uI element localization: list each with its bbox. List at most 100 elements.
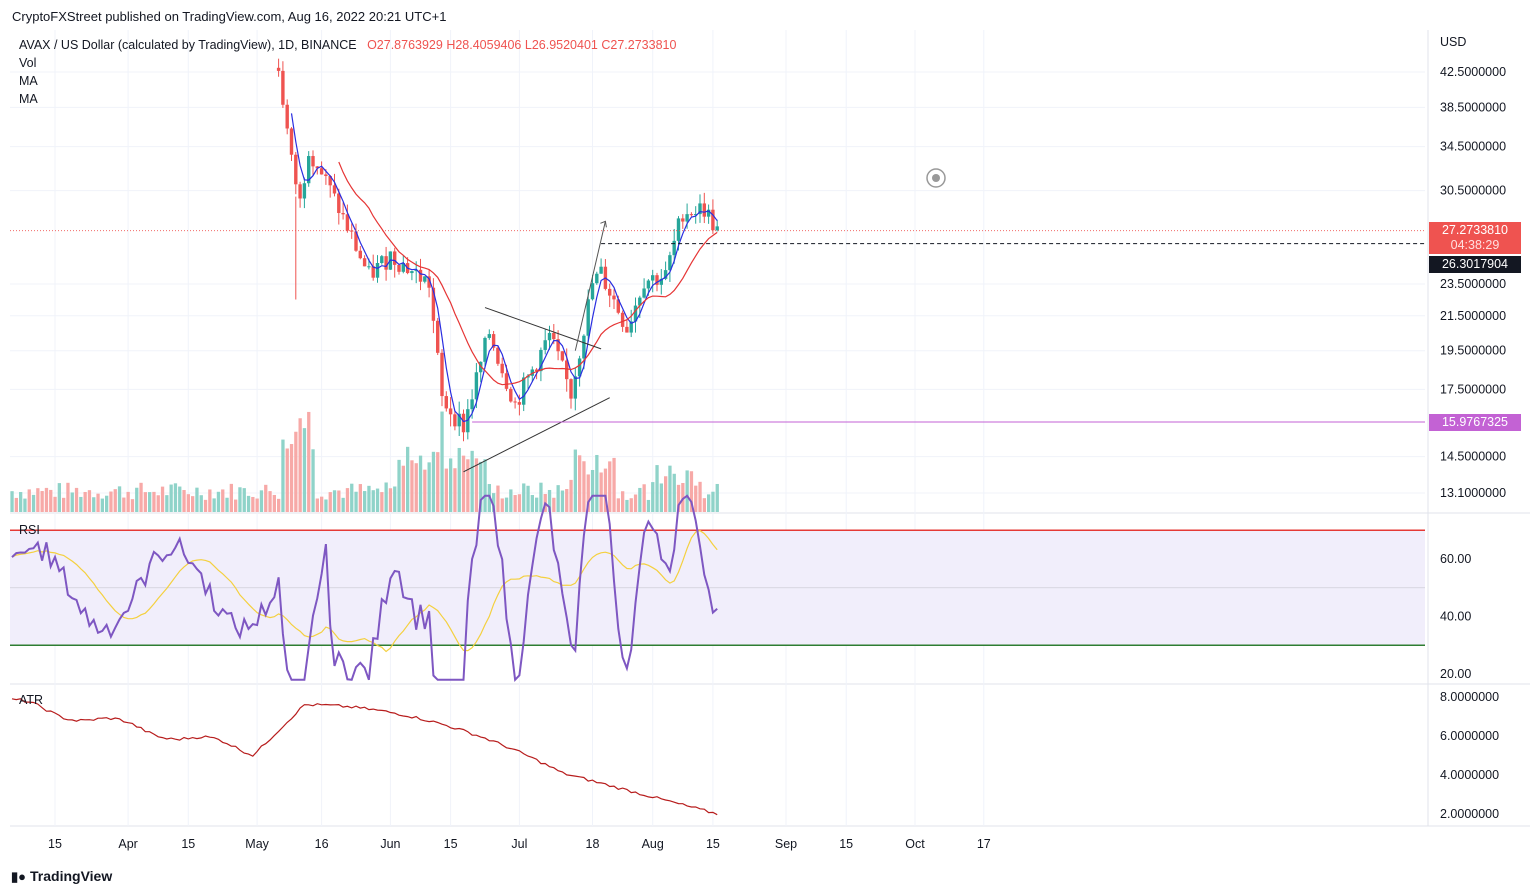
volume-bar — [715, 483, 719, 512]
volume-bar — [569, 479, 573, 512]
legend-ma-fast: MA — [19, 74, 38, 88]
volume-bar — [689, 471, 694, 512]
volume-bar — [350, 483, 354, 512]
volume-bar — [105, 495, 109, 512]
volume-bar — [208, 489, 212, 512]
volume-bar — [629, 498, 633, 512]
volume-bar — [642, 484, 646, 512]
candle-body — [539, 349, 543, 372]
volume-bar — [246, 495, 251, 512]
volume-bar — [225, 497, 229, 512]
volume-bar — [79, 496, 83, 512]
volume-bar — [595, 454, 599, 512]
candle-body — [638, 297, 642, 306]
volume-bar — [625, 499, 629, 512]
time-tick-label: 18 — [586, 837, 600, 851]
volume-bar — [388, 488, 393, 512]
volume-bar — [440, 411, 444, 512]
candle-body — [517, 402, 522, 405]
price-tick-label: 42.5000000 — [1440, 65, 1506, 79]
candle-body — [543, 340, 547, 350]
volume-bar — [578, 455, 582, 512]
volume-bar — [556, 485, 560, 512]
candle-body — [698, 203, 702, 215]
candle-body — [681, 218, 685, 222]
candle-body — [289, 128, 294, 155]
candle-body — [655, 275, 659, 285]
candle-body — [281, 70, 285, 105]
ma-slow-line — [338, 161, 718, 386]
volume-bar — [638, 487, 642, 512]
candle-body — [590, 283, 595, 300]
tradingview-logo[interactable]: ▮● TradingView — [11, 868, 112, 885]
volume-bar — [14, 497, 18, 512]
volume-bar — [242, 488, 246, 512]
volume-bar — [406, 446, 410, 512]
candle-body — [577, 358, 582, 377]
volume-bar — [109, 491, 113, 512]
candle-body — [358, 250, 362, 259]
volume-bar — [96, 493, 100, 512]
price-tick-label: 21.5000000 — [1440, 309, 1506, 323]
candle-body — [483, 337, 487, 362]
volume-bar — [255, 498, 259, 512]
volume-bar — [354, 491, 358, 512]
volume-bar — [590, 469, 595, 512]
time-tick-label: 16 — [315, 837, 329, 851]
volume-bar — [552, 497, 556, 512]
volume-bar — [599, 472, 603, 512]
volume-bar — [272, 494, 276, 512]
candle-body — [616, 299, 620, 313]
atr-tick-label: 4.0000000 — [1440, 768, 1499, 782]
volume-bar — [285, 448, 289, 512]
candle-body — [560, 351, 565, 361]
target-arrow-line — [574, 221, 606, 351]
time-tick-label: 15 — [48, 837, 62, 851]
volume-bar — [371, 490, 375, 512]
candle-body — [410, 271, 414, 274]
legend-vol: Vol — [19, 56, 37, 70]
volume-bar — [664, 476, 668, 512]
volume-bar — [418, 455, 423, 512]
volume-bar — [431, 451, 436, 512]
target-arrow-head — [600, 220, 607, 228]
volume-bar — [711, 491, 715, 512]
volume-bar — [152, 491, 156, 512]
volume-bar — [466, 459, 470, 512]
volume-bar — [53, 496, 57, 512]
candle-body — [504, 373, 509, 389]
price-tick-label: 17.5000000 — [1440, 382, 1506, 396]
volume-bar — [453, 468, 457, 512]
volume-bar — [143, 492, 147, 512]
candle-body — [530, 369, 534, 376]
volume-bar — [70, 492, 74, 512]
volume-bar — [324, 499, 328, 512]
volume-bar — [517, 494, 522, 512]
candle-body — [345, 214, 350, 231]
candle-body — [332, 185, 337, 194]
candle-body — [362, 258, 367, 267]
volume-bar — [685, 470, 689, 512]
legend-close: C27.2733810 — [601, 38, 677, 52]
candle-body — [565, 360, 569, 380]
candle-body — [367, 266, 371, 268]
rsi-tick-label: 60.00 — [1440, 552, 1471, 566]
legend-symbol: AVAX / US Dollar (calculated by TradingV… — [19, 38, 676, 52]
time-tick-label: Jun — [380, 837, 400, 851]
volume-bar — [363, 491, 367, 512]
time-tick-label: Aug — [642, 837, 664, 851]
volume-bar — [195, 487, 199, 512]
volume-bar — [384, 482, 388, 512]
volume-bar — [646, 499, 651, 512]
volume-bar — [565, 489, 569, 512]
volume-bar — [526, 485, 530, 512]
volume-bar — [608, 461, 612, 512]
volume-bar — [139, 482, 143, 512]
volume-bar — [117, 486, 122, 512]
volume-bar — [328, 492, 332, 512]
rsi-tick-label: 20.00 — [1440, 667, 1471, 681]
volume-bar — [294, 431, 298, 512]
volume-bar — [191, 496, 195, 512]
volume-bar — [49, 489, 53, 512]
